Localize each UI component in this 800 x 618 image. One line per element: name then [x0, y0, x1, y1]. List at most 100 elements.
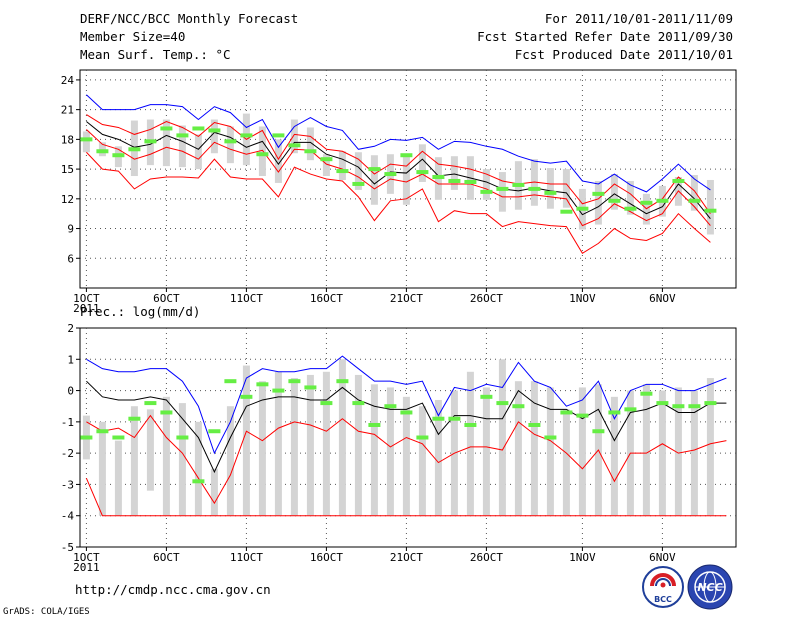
spread-bar	[386, 387, 394, 516]
spread-bar	[498, 359, 506, 516]
observed-marker	[528, 422, 541, 427]
spread-bar	[130, 406, 138, 516]
observed-marker	[208, 429, 221, 434]
spread-bar	[562, 409, 570, 516]
observed-marker	[224, 379, 237, 384]
spread-bar	[306, 127, 314, 161]
spread-bar	[418, 406, 426, 516]
observed-marker	[656, 401, 669, 406]
observed-marker	[336, 379, 349, 384]
y-tick-label: -2	[61, 447, 74, 460]
spread-bar	[194, 134, 202, 170]
observed-marker	[416, 170, 429, 175]
observed-marker	[96, 429, 109, 434]
observed-marker	[448, 178, 461, 183]
lower-series-line	[86, 129, 711, 227]
spread-bar	[226, 406, 234, 516]
undefined-frame	[79, 327, 737, 548]
x-tick-label: 16OCT	[310, 292, 343, 305]
spread-bar	[658, 390, 666, 516]
spread-bar	[354, 152, 362, 190]
spread-bar	[610, 174, 618, 210]
y-tick-label: 1	[67, 353, 74, 366]
upper-series-line	[86, 114, 711, 214]
spread-bar	[466, 371, 474, 516]
spread-bar	[194, 421, 202, 516]
observed-marker	[336, 169, 349, 174]
member-size-label: Member Size=40	[80, 29, 185, 44]
y-tick-label: 9	[67, 223, 74, 236]
y-tick-label: 0	[67, 385, 74, 398]
spread-bar	[210, 119, 218, 154]
observed-marker	[384, 172, 397, 177]
observed-marker	[608, 410, 621, 415]
x-tick-label: 26OCT	[470, 551, 503, 564]
observed-marker	[432, 416, 445, 421]
observed-marker	[640, 391, 653, 396]
spread-bar	[178, 125, 186, 168]
observed-marker	[304, 385, 317, 390]
observed-marker	[544, 190, 557, 195]
y-tick-label: -1	[61, 416, 74, 429]
x-tick-label: 6OCT	[153, 551, 180, 564]
observed-marker	[464, 179, 477, 184]
y-tick-label: -5	[61, 541, 74, 554]
observed-marker	[688, 404, 701, 409]
spread-bar	[578, 387, 586, 516]
observed-marker	[624, 206, 637, 211]
x-tick-label: 6NOV	[649, 292, 676, 305]
observed-marker	[192, 126, 205, 131]
spread-bar	[274, 371, 282, 516]
spread-bar	[642, 384, 650, 516]
spread-bar	[370, 384, 378, 516]
min-series-line	[85, 477, 727, 517]
precip-panel-title: Prec.: log(mm/d)	[80, 304, 200, 319]
spread-bar	[482, 169, 490, 200]
spread-bar	[690, 390, 698, 516]
spread-bar	[258, 381, 266, 516]
y-tick-label: 18	[61, 133, 74, 146]
observed-marker	[176, 435, 189, 440]
observed-marker	[160, 126, 173, 131]
observed-marker	[272, 133, 285, 138]
bcc-logo-text: BCC	[654, 595, 672, 604]
y-tick-label: 2	[67, 322, 74, 335]
observed-marker	[288, 143, 301, 148]
y-tick-label: 15	[61, 163, 74, 176]
ncc-logo: NCC	[687, 564, 733, 610]
observed-marker	[704, 208, 717, 213]
observed-marker	[512, 404, 525, 409]
mean-series-line	[86, 121, 711, 219]
lower-series-line	[86, 414, 727, 505]
observed-marker	[288, 379, 301, 384]
spread-bar	[82, 131, 90, 153]
observed-marker	[144, 401, 157, 406]
spread-bar	[418, 144, 426, 182]
observed-marker	[128, 416, 141, 421]
max-series-line	[86, 94, 711, 193]
spread-bar	[402, 154, 410, 205]
y-tick-label: -4	[61, 510, 75, 523]
spread-bar	[706, 179, 714, 235]
spread-bar	[162, 119, 170, 167]
spread-bar	[690, 175, 698, 211]
chart-title: DERF/NCC/BCC Monthly Forecast	[80, 11, 298, 26]
spread-bar	[370, 155, 378, 205]
spread-bar	[562, 169, 570, 208]
fcst-started-label: Fcst Started Refer Date 2011/09/30	[477, 29, 733, 44]
variable-label: Mean Surf. Temp.: °C	[80, 47, 231, 62]
observed-marker	[544, 435, 557, 440]
observed-marker	[656, 198, 669, 203]
x-tick-label: 1NOV	[569, 292, 596, 305]
forecast-period-label: For 2011/10/01-2011/11/09	[545, 11, 733, 26]
spread-bar	[322, 371, 330, 516]
y-tick-label: 21	[61, 104, 74, 117]
min-series-line	[86, 151, 711, 255]
observed-marker	[416, 435, 429, 440]
x-tick-label: 11OCT	[230, 551, 263, 564]
spread-bar	[546, 387, 554, 516]
observed-marker	[80, 137, 93, 142]
spread-bar	[402, 396, 410, 516]
observed-marker	[432, 175, 445, 180]
spread-bar	[210, 468, 218, 516]
